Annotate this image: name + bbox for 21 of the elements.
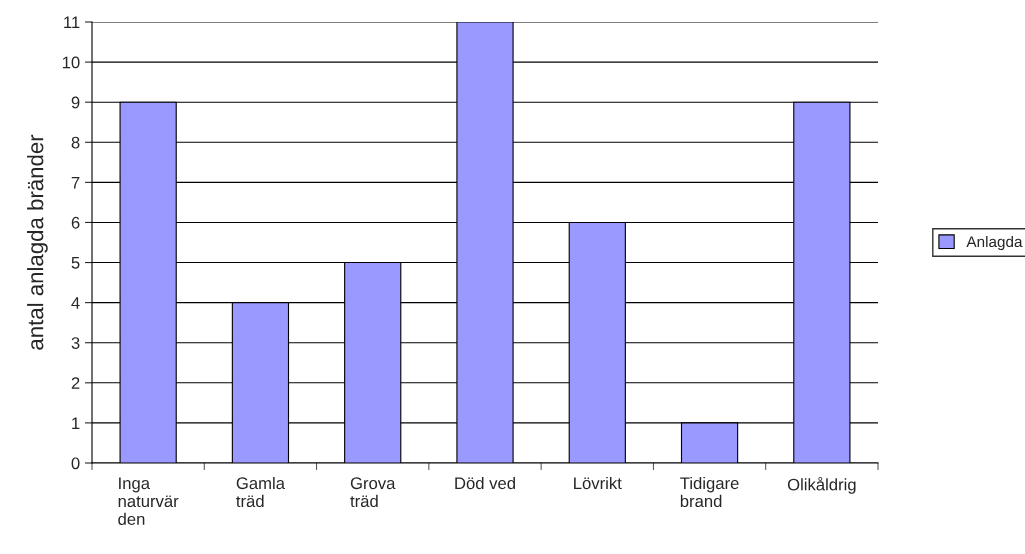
x-tick-label: Gamla träd xyxy=(236,476,285,508)
y-tick-label: 9 xyxy=(71,96,80,109)
legend-label: Anlagda xyxy=(966,235,1023,251)
y-tick-label: 8 xyxy=(71,136,80,149)
y-tick-label: 6 xyxy=(71,216,80,229)
y-tick-label: 7 xyxy=(71,176,80,189)
y-tick-label: 0 xyxy=(71,457,80,470)
y-tick-label: 10 xyxy=(62,56,80,69)
y-tick-label: 4 xyxy=(71,297,80,309)
y-tick-label: 5 xyxy=(71,257,80,269)
y-tick-label: 11 xyxy=(64,16,80,29)
x-tick-label: Död ved xyxy=(455,476,515,490)
y-tick-label: 2 xyxy=(71,377,80,389)
x-tick-label: Grova träd xyxy=(350,477,396,508)
y-axis-title: antal anlagda bränder xyxy=(27,134,48,350)
x-tick-label: Tidigare brand xyxy=(680,476,739,508)
y-tick-label: 3 xyxy=(71,337,80,349)
x-tick-label: Inga naturvär den xyxy=(118,477,179,526)
y-tick-label: 1 xyxy=(72,417,80,429)
x-tick-label: Lövrikt xyxy=(574,476,622,490)
x-tick-label: Olikåldrig xyxy=(787,476,856,494)
